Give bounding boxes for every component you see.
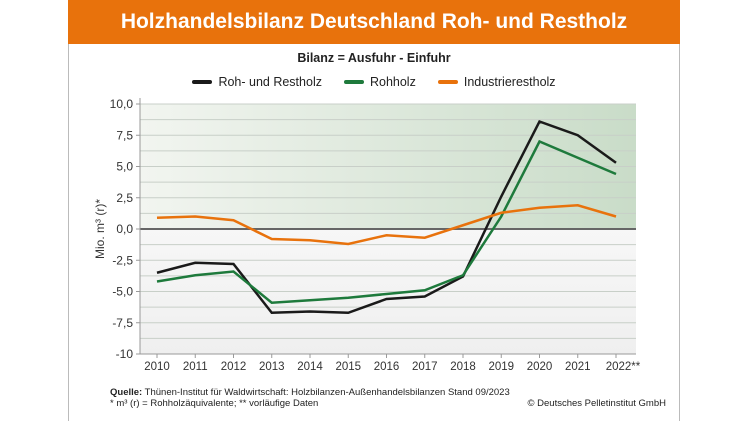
x-tick-label: 2013	[259, 361, 285, 373]
copyright: © Deutsches Pelletinstitut GmbH	[527, 398, 666, 409]
x-tick-label: 2021	[565, 361, 591, 373]
legend-label: Industrierestholz	[463, 75, 556, 89]
footnote: * m³ (r) = Rohholzäquivalente; ** vorläu…	[110, 398, 319, 409]
source-text: Thünen-Institut für Waldwirtschaft: Holz…	[142, 387, 510, 398]
y-tick-label: 10,0	[110, 97, 134, 111]
legend-swatch	[192, 80, 213, 84]
y-tick-label: -2,5	[112, 253, 133, 267]
x-tick-label: 2019	[488, 361, 514, 373]
legend-swatch	[343, 80, 364, 84]
y-tick-label: -10	[116, 347, 134, 361]
x-tick-label: 2017	[412, 361, 438, 373]
legend-item-rohholz: Rohholz	[343, 75, 416, 89]
chart-frame	[68, 0, 680, 421]
source-note: Quelle: Thünen-Institut für Waldwirtscha…	[110, 387, 510, 409]
x-tick-label: 2014	[297, 361, 323, 373]
x-tick-label: 2018	[450, 361, 476, 373]
legend-label: Roh- und Restholz	[218, 75, 322, 89]
legend-label: Rohholz	[369, 75, 416, 89]
x-tick-label: 2022**	[606, 361, 641, 373]
chart-subtitle: Bilanz = Ausfuhr - Einfuhr	[297, 51, 451, 65]
legend-item-industrierestholz: Industrierestholz	[437, 75, 556, 89]
y-tick-label: -7,5	[112, 316, 133, 330]
x-tick-label: 2016	[374, 361, 400, 373]
legend-item-roh-und-restholz: Roh- und Restholz	[192, 75, 322, 89]
y-tick-label: 2,5	[116, 191, 133, 205]
source-label: Quelle:	[110, 387, 143, 398]
x-tick-label: 2020	[527, 361, 553, 373]
legend-swatch	[437, 80, 458, 84]
y-tick-label: 7,5	[116, 128, 133, 142]
y-tick-label: -5,0	[112, 285, 133, 299]
x-tick-label: 2010	[144, 361, 170, 373]
x-tick-label: 2015	[335, 361, 361, 373]
y-tick-label: 5,0	[116, 160, 133, 174]
x-tick-label: 2011	[183, 361, 208, 373]
x-tick-label: 2012	[221, 361, 247, 373]
legend: Roh- und Restholz Rohholz Industrieresth…	[68, 75, 680, 89]
chart-title: Holzhandelsbilanz Deutschland Roh- und R…	[68, 0, 680, 44]
y-axis-label: Mio. m³ (r)*	[93, 199, 107, 259]
y-tick-label: 0,0	[116, 222, 133, 236]
